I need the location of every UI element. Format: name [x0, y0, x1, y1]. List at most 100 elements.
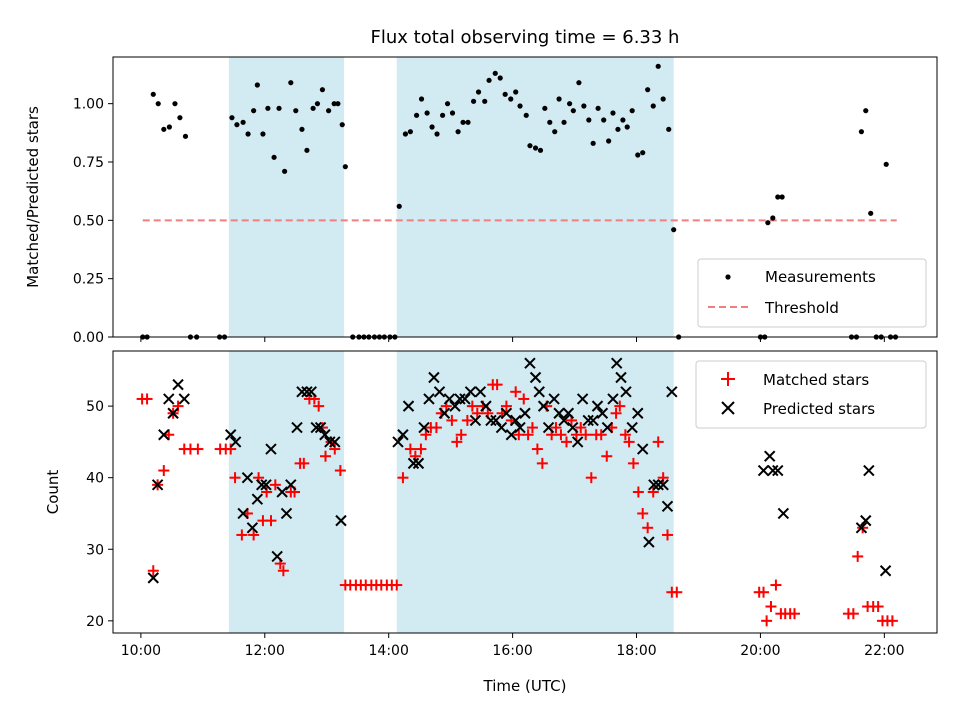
predicted-star-point: [537, 400, 550, 412]
matched-star-point: [513, 429, 525, 441]
matched-star-point: [329, 443, 341, 455]
chart-title: Flux total observing time = 6.33 h: [371, 27, 680, 48]
matched-star-point: [758, 586, 770, 598]
shaded-interval-1: [228, 57, 345, 337]
x-tick-label: 22:00: [864, 643, 904, 659]
bottom-legend: Matched stars Predicted stars: [695, 360, 927, 429]
measurement-point: [883, 161, 889, 167]
predicted-star-point: [548, 393, 560, 405]
top-panel-y-ticks: 0.00 0.25 0.50 0.75 1.00: [73, 97, 113, 346]
measurement-point: [331, 101, 337, 107]
measurement-point: [590, 140, 596, 146]
predicted-star-point: [251, 493, 264, 505]
measurement-point: [304, 147, 310, 153]
predicted-star-point: [777, 507, 790, 520]
y-tick-label: 0.50: [73, 213, 104, 229]
matched-star-point: [313, 400, 325, 412]
measurement-point: [567, 101, 573, 107]
bottom-panel-shading: [228, 351, 674, 633]
shaded-interval-2: [396, 351, 674, 633]
y-tick-label: 0.75: [73, 155, 104, 171]
predicted-star-point: [423, 393, 435, 405]
measurement-point: [615, 126, 621, 132]
top-panel-ylabel: Matched/Predicted stars: [24, 106, 42, 288]
measurement-point: [465, 119, 471, 125]
predicted-star-point: [285, 479, 297, 491]
legend-matched-marker: [721, 372, 735, 386]
measurement-point: [542, 105, 548, 111]
matched-star-point: [575, 422, 587, 434]
predicted-star-point: [265, 443, 277, 455]
x-tick-label: 14:00: [369, 643, 409, 659]
predicted-star-point: [576, 393, 589, 405]
predicted-star-point: [246, 522, 259, 534]
predicted-star-point: [172, 378, 184, 391]
predicted-star-point: [879, 565, 892, 577]
matched-star-point: [430, 422, 442, 434]
predicted-star-point: [271, 550, 283, 563]
x-tick-label: 16:00: [492, 643, 532, 659]
y-tick-label: 20: [86, 614, 104, 630]
measurement-point: [858, 129, 865, 135]
predicted-star-point: [225, 429, 237, 441]
matched-star-point: [510, 386, 522, 398]
measurement-point: [251, 108, 257, 114]
measurement-point: [342, 164, 348, 170]
measurement-point: [635, 152, 641, 158]
measurement-point: [172, 101, 178, 107]
measurement-point: [265, 105, 271, 111]
measurement-point: [455, 129, 461, 135]
predicted-star-point: [418, 421, 430, 434]
predicted-star-point: [329, 436, 341, 448]
measurement-point: [276, 105, 282, 111]
measurement-point: [655, 63, 661, 69]
matched-star-point: [500, 400, 512, 412]
matched-star-point: [451, 436, 463, 448]
matched-star-point: [619, 429, 631, 441]
matched-star-point: [536, 457, 548, 469]
measurement-point: [245, 131, 251, 137]
measurement-point: [424, 110, 430, 116]
predicted-star-point: [433, 386, 446, 398]
matched-star-point: [652, 436, 664, 448]
measurement-point: [620, 117, 626, 123]
legend-threshold-label: Threshold: [764, 299, 839, 317]
predicted-star-point: [402, 400, 415, 412]
y-tick-label: 30: [86, 542, 104, 558]
matched-star-point: [761, 615, 773, 627]
matched-star-point: [446, 414, 458, 426]
predicted-star-point: [438, 407, 451, 419]
top-panel-frame: [112, 56, 938, 338]
measurement-point: [610, 110, 616, 116]
predicted-star-point: [443, 393, 456, 405]
predicted-star-point: [276, 486, 288, 498]
measurement-point: [282, 168, 288, 174]
measurement-point: [150, 91, 156, 97]
predicted-star-point: [167, 407, 179, 419]
measurement-point: [492, 70, 498, 76]
measurement-point: [624, 124, 630, 130]
measurement-point: [517, 103, 523, 109]
x-tick-label: 12:00: [245, 643, 285, 659]
legend-measurements-label: Measurements: [765, 268, 876, 286]
predicted-star-point: [449, 400, 461, 412]
matched-star-point: [391, 579, 403, 591]
predicted-star-point: [428, 371, 440, 384]
measurement-point: [182, 133, 189, 139]
matched-star-point: [229, 472, 241, 484]
predicted-star-point: [260, 479, 272, 491]
y-tick-label: 0.25: [73, 272, 104, 288]
predicted-star-point: [661, 500, 674, 513]
predicted-star-point: [566, 421, 579, 434]
measurement-point: [775, 194, 781, 200]
predicted-star-point: [863, 464, 875, 477]
y-tick-label: 1.00: [73, 97, 104, 113]
predicted-star-points: [147, 357, 892, 584]
matched-star-point: [265, 515, 277, 527]
matched-star-point: [225, 443, 237, 455]
predicted-star-point: [657, 479, 669, 491]
bottom-panel-ylabel: Count: [44, 470, 62, 515]
predicted-star-point: [237, 507, 249, 520]
predicted-star-point: [407, 457, 420, 470]
